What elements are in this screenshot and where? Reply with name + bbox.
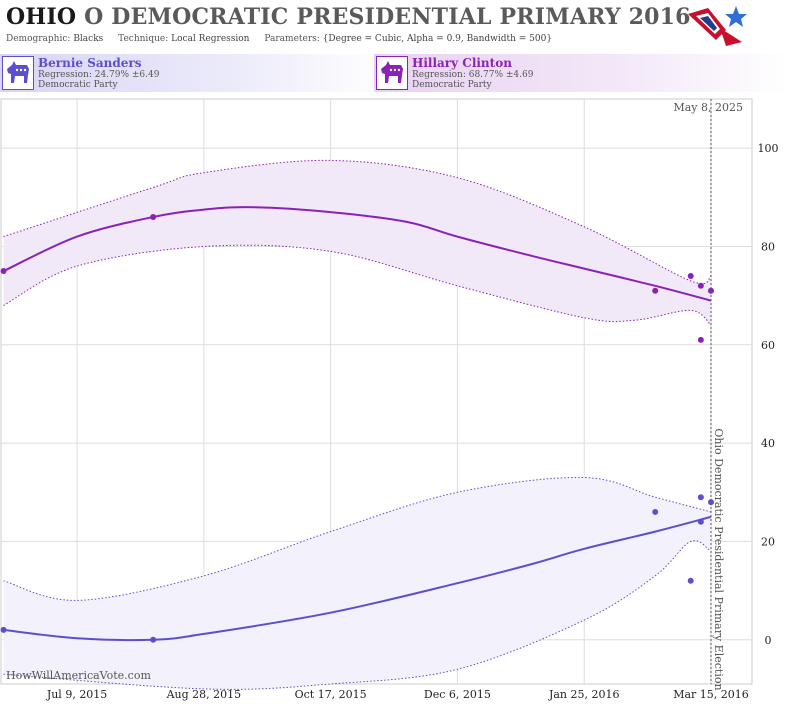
y-tick-label: 100 — [758, 142, 779, 155]
candidate-regression: Regression: 24.79% ±6.49 — [38, 70, 160, 80]
parameters-value: {Degree = Cubic, Alpha = 0.9, Bandwidth … — [322, 34, 553, 44]
poll-point — [697, 336, 704, 343]
democrat-donkey-icon — [376, 56, 408, 90]
y-tick-label: 80 — [761, 240, 775, 253]
parameters-label: Parameters: — [264, 34, 320, 44]
site-logo-icon[interactable] — [686, 4, 750, 48]
x-tick-label: Jan 25, 2016 — [548, 688, 620, 701]
y-tick-label: 20 — [761, 535, 775, 548]
poll-point — [687, 577, 694, 584]
regression-chart: 0 20 40 60 80 100 Jul 9, 2015 Aug 28, 2015 Oct 1… — [0, 98, 779, 701]
poll-point — [697, 494, 704, 501]
technique-value: Local Regression — [171, 34, 250, 44]
event-label: Ohio Democratic Presidential Primary Ele… — [712, 428, 725, 690]
technique-label: Technique: — [118, 34, 169, 44]
candidate-name: Bernie Sanders — [38, 56, 142, 70]
poll-point — [708, 499, 714, 506]
confidence-band — [3, 160, 711, 326]
candidate-regression: Regression: 68.77% ±4.69 — [412, 70, 534, 80]
poll-point — [150, 213, 157, 220]
trend-line — [3, 206, 712, 302]
candidate-card-sanders: Bernie Sanders Regression: 24.79% ±6.49 … — [0, 54, 390, 92]
chart-area: 0 20 40 60 80 100 Jul 9, 2015 Aug 28, 2015 Oct 1… — [0, 96, 789, 704]
poll-point — [687, 272, 694, 279]
poll-point — [652, 287, 659, 294]
poll-point — [697, 282, 704, 289]
band-upper-line — [3, 159, 712, 285]
candidate-name: Hillary Clinton — [412, 56, 512, 70]
poll-point — [652, 508, 659, 515]
watermark: HowWillAmericaVote.com — [6, 669, 151, 682]
x-tick-label: Aug 28, 2015 — [166, 688, 242, 701]
date-annotation: May 8, 2025 — [673, 101, 743, 114]
title-state: OHIO — [6, 4, 77, 30]
y-tick-label: 40 — [761, 437, 775, 450]
page-title: OHIO O DEMOCRATIC PRESIDENTIAL PRIMARY 2… — [6, 4, 691, 30]
header: OHIO O DEMOCRATIC PRESIDENTIAL PRIMARY 2… — [0, 0, 789, 52]
poll-point — [708, 287, 714, 294]
poll-point — [697, 518, 704, 525]
poll-point — [150, 636, 157, 643]
x-tick-label: Mar 15, 2016 — [673, 688, 749, 701]
band-lower-line — [3, 540, 712, 690]
candidate-party: Democratic Party — [38, 80, 118, 90]
band-lower-line — [3, 244, 712, 326]
x-tick-label: Oct 17, 2015 — [295, 688, 367, 701]
title-rest: O DEMOCRATIC PRESIDENTIAL PRIMARY 2016 — [84, 4, 691, 30]
poll-point — [0, 626, 7, 633]
democrat-donkey-icon — [2, 56, 34, 90]
trend-line — [3, 515, 712, 642]
x-tick-label: Dec 6, 2015 — [424, 688, 491, 701]
x-tick-label: Jul 9, 2015 — [46, 688, 108, 701]
poll-point — [0, 268, 7, 275]
y-tick-label: 60 — [761, 339, 775, 352]
candidate-card-clinton: Hillary Clinton Regression: 68.77% ±4.69… — [374, 54, 789, 92]
demographic-value: Blacks — [73, 34, 104, 44]
confidence-band — [3, 477, 711, 690]
band-upper-line — [3, 476, 712, 601]
y-tick-label: 0 — [765, 634, 772, 647]
candidate-party: Democratic Party — [412, 80, 492, 90]
demographic-label: Demographic: — [6, 34, 71, 44]
chart-parameters: Demographic: Blacks Technique: Local Reg… — [6, 34, 552, 44]
